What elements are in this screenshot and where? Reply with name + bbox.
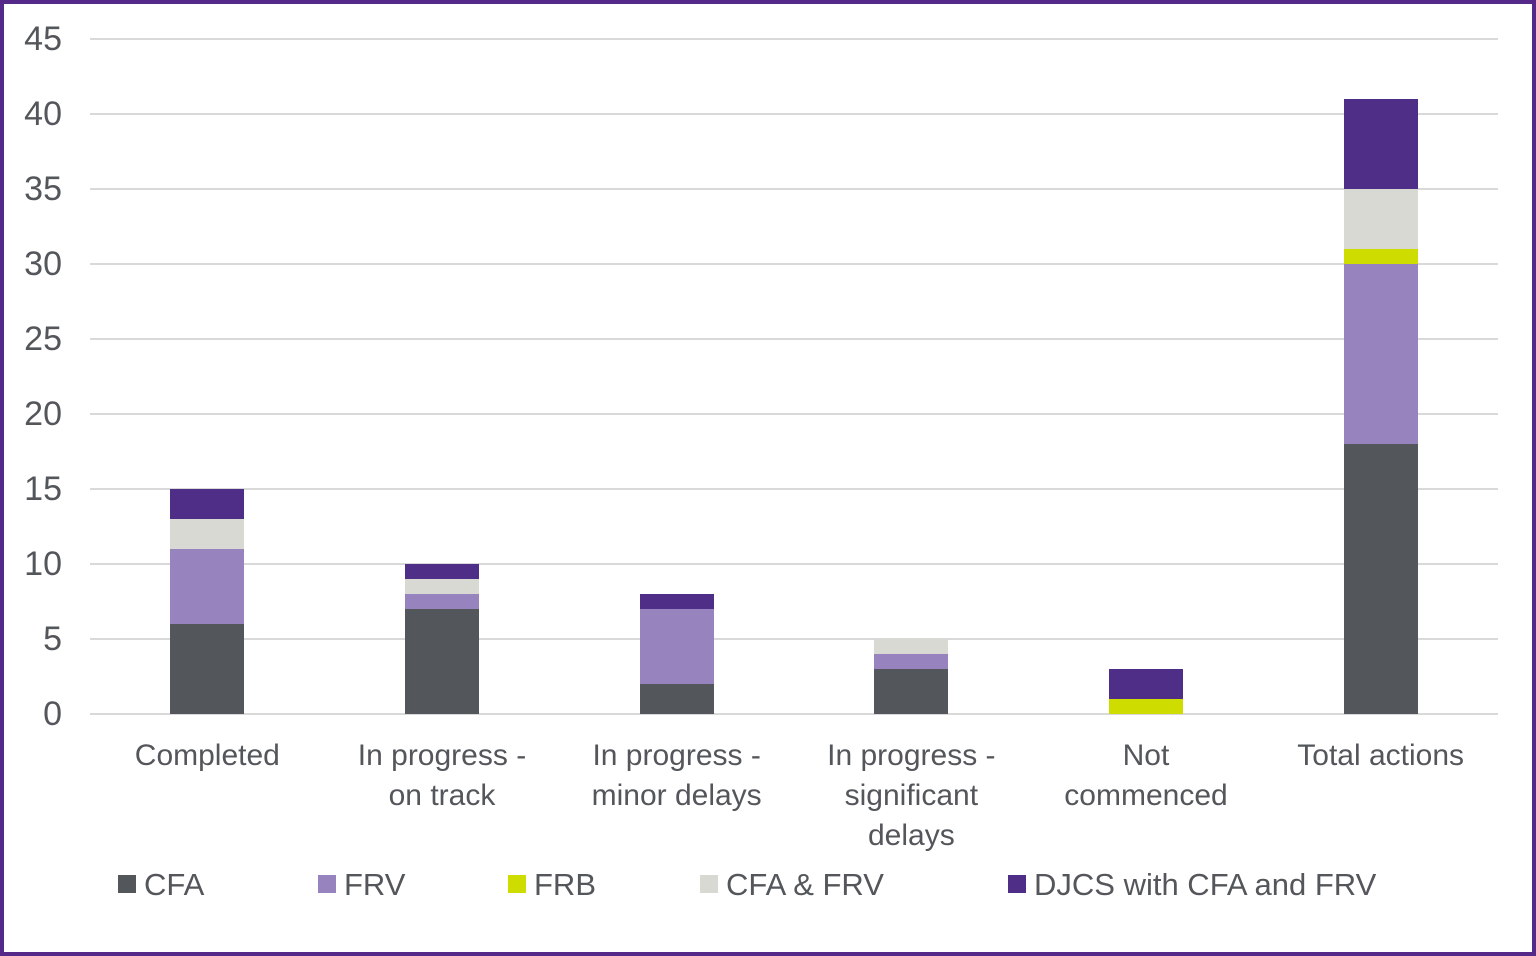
gridline-y-15 [90,488,1498,490]
stacked-bar [874,39,949,714]
stacked-bar [404,39,479,714]
y-tick-label-45: 45 [24,20,62,58]
bar-segment-djcs [404,564,479,579]
plot-area [90,38,1498,715]
bar-segment-cfa [874,669,949,714]
legend-label-djcs: DJCS with CFA and FRV [1034,866,1377,902]
legend: CFA FRV FRB CFA & FRV DJCS with CFA and FRV [4,864,1532,904]
bar-segment-cfa_frv [404,579,479,594]
legend-label-cfa: CFA [144,866,205,902]
gridline-y-35 [90,188,1498,190]
y-tick-label-35: 35 [24,170,62,208]
bar-group-2 [325,39,560,714]
x-axis-label-4: In progress - significant delays [827,739,996,852]
bar-segment-frv [639,609,714,684]
stacked-bar [639,39,714,714]
bar-group-5 [1029,39,1264,714]
gridline-y-25 [90,338,1498,340]
gridline-y-30 [90,263,1498,265]
bar-group-1 [90,39,325,714]
legend-label-frb: FRB [534,866,596,902]
y-tick-label-10: 10 [24,545,62,583]
y-tick-label-5: 5 [43,620,62,658]
x-axis-label-6: Total actions [1297,739,1465,772]
bar-segment-cfa_frv [1343,189,1418,249]
bar-group-4 [794,39,1029,714]
x-axis-label-1: Completed [134,739,280,772]
x-axis-label-3: In progress - minor delays [591,739,762,812]
y-axis: 0 5 10 15 20 25 30 35 40 45 [4,22,62,731]
bar-segment-cfa_frv [874,639,949,654]
bar-segment-frb [1108,699,1183,714]
x-axis-label-2: In progress - on track [357,739,527,812]
legend-swatch-djcs [1008,875,1026,893]
bar-segment-frv [404,594,479,609]
legend-label-frv: FRV [344,866,406,902]
bar-segment-cfa [170,624,245,714]
y-tick-label-15: 15 [24,470,62,508]
bar-segment-cfa [1343,444,1418,714]
bar-segment-cfa_frv [170,519,245,549]
gridline-y-5 [90,638,1498,640]
bar-group-3 [559,39,794,714]
stacked-bar [1343,39,1418,714]
legend-item-djcs: DJCS with CFA and FRV [1008,864,1376,904]
bar-segment-cfa [404,609,479,714]
y-tick-label-0: 0 [43,695,62,733]
bar-segment-djcs [639,594,714,609]
bar-segment-frv [1343,264,1418,444]
legend-swatch-frv [318,875,336,893]
legend-swatch-frb [508,875,526,893]
gridline-y-20 [90,413,1498,415]
legend-swatch-cfa_frv [700,875,718,893]
legend-item-cfa_frv: CFA & FRV [700,864,884,904]
gridline-y-10 [90,563,1498,565]
legend-label-cfa_frv: CFA & FRV [726,866,884,902]
y-tick-label-40: 40 [24,95,62,133]
bar-segment-djcs [170,489,245,519]
x-axis-label-5: Not commenced [1064,739,1228,812]
y-tick-label-30: 30 [24,245,62,283]
bar-segment-djcs [1343,99,1418,189]
legend-item-cfa: CFA [118,864,204,904]
bar-group-6 [1263,39,1498,714]
bar-segment-djcs [1108,669,1183,699]
legend-item-frv: FRV [318,864,405,904]
legend-item-frb: FRB [508,864,596,904]
bar-segment-frv [874,654,949,669]
gridline-y-40 [90,113,1498,115]
bar-segment-cfa [639,684,714,714]
y-tick-label-20: 20 [24,395,62,433]
legend-swatch-cfa [118,875,136,893]
stacked-bar [170,39,245,714]
gridline-y-0 [90,713,1498,715]
stacked-bar [1108,39,1183,714]
y-tick-label-25: 25 [24,320,62,358]
bar-segment-frb [1343,249,1418,264]
bar-segment-frv [170,549,245,624]
gridline-y-45 [90,38,1498,40]
